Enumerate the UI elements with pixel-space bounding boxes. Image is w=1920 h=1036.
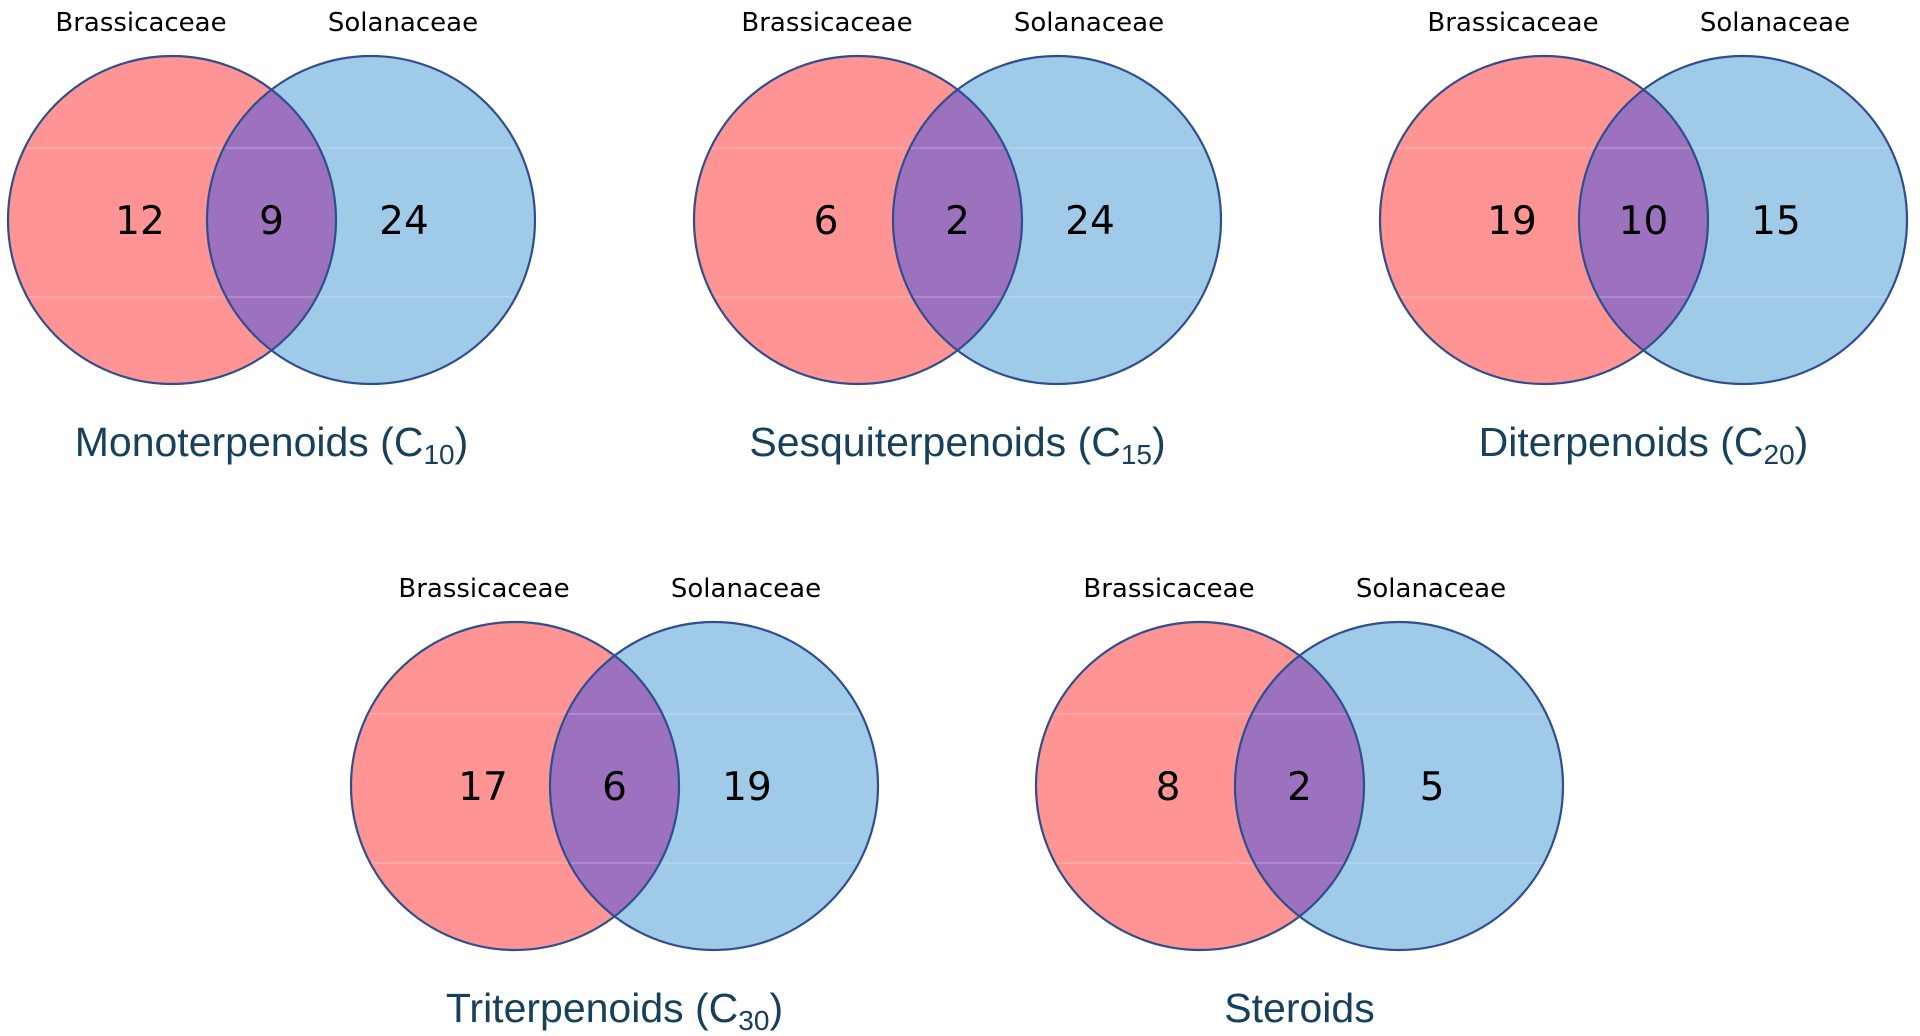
count-only-b: 19 (722, 765, 772, 810)
overlap-region (207, 56, 336, 384)
panel-title-subscript: 20 (1764, 439, 1795, 470)
overlap-region (1579, 56, 1708, 384)
panel-title: Steroids (1224, 985, 1374, 1031)
panel-title: Diterpenoids (C20) (1479, 419, 1809, 470)
panel-title-subscript: 10 (423, 439, 454, 470)
set-a-label: Brassicaceae (741, 8, 912, 38)
panel-title: Sesquiterpenoids (C15) (749, 419, 1165, 470)
count-only-a: 8 (1156, 765, 1181, 810)
set-a-outline (6, 54, 338, 386)
set-b-outline (891, 54, 1223, 386)
set-a-outline (349, 620, 681, 952)
panel-title-suffix: ) (455, 419, 469, 465)
panel-title-main: Diterpenoids (C (1479, 419, 1764, 465)
set-b-outline (205, 54, 537, 386)
count-only-a: 6 (814, 199, 839, 244)
count-overlap: 6 (602, 765, 627, 810)
venn-panel: Brassicaceae Solanaceae 19 10 15 Diterpenoids… (1378, 8, 1909, 470)
set-a-label: Brassicaceae (398, 574, 569, 604)
panel-title-main: Monoterpenoids (C (75, 419, 424, 465)
set-b-label: Solanaceae (671, 574, 821, 604)
set-a-label: Brassicaceae (1427, 8, 1598, 38)
set-a-outline (1034, 620, 1366, 952)
count-only-b: 5 (1420, 765, 1445, 810)
venn-panel: Brassicaceae Solanaceae 6 2 24 Sesquiterpenoi… (692, 8, 1223, 470)
set-b-outline (1577, 54, 1909, 386)
overlap-region (1235, 622, 1364, 950)
overlap-region (550, 622, 679, 950)
overlap-region (893, 56, 1022, 384)
count-overlap: 2 (1287, 765, 1312, 810)
panel-title-subscript: 15 (1121, 439, 1152, 470)
count-only-b: 15 (1751, 199, 1801, 244)
set-a-outline (692, 54, 1024, 386)
set-a-label: Brassicaceae (1083, 574, 1254, 604)
count-only-a: 19 (1487, 199, 1537, 244)
set-b-label: Solanaceae (1356, 574, 1506, 604)
panel-title-main: Steroids (1224, 985, 1374, 1031)
count-only-a: 12 (115, 199, 165, 244)
set-b-label: Solanaceae (1014, 8, 1164, 38)
set-a-outline (1378, 54, 1710, 386)
panel-title-suffix: ) (1152, 419, 1166, 465)
count-overlap: 2 (945, 199, 970, 244)
count-only-b: 24 (379, 199, 429, 244)
panel-title-main: Triterpenoids (C (446, 985, 738, 1031)
panel-title: Monoterpenoids (C10) (75, 419, 469, 470)
set-b-label: Solanaceae (328, 8, 478, 38)
set-a-label: Brassicaceae (55, 8, 226, 38)
set-b-outline (548, 620, 880, 952)
set-b-label: Solanaceae (1700, 8, 1850, 38)
venn-panel: Brassicaceae Solanaceae 12 9 24 Monoterpenoid… (6, 8, 537, 470)
panel-title-suffix: ) (1795, 419, 1809, 465)
venn-panel: Brassicaceae Solanaceae 8 2 5 Steroids (1034, 574, 1565, 1031)
count-only-a: 17 (458, 765, 508, 810)
panel-title-main: Sesquiterpenoids (C (749, 419, 1120, 465)
count-overlap: 10 (1619, 199, 1669, 244)
panel-title: Triterpenoids (C30) (446, 985, 783, 1036)
count-only-b: 24 (1065, 199, 1115, 244)
set-b-outline (1233, 620, 1565, 952)
panel-title-suffix: ) (769, 985, 783, 1031)
count-overlap: 9 (259, 199, 284, 244)
venn-panel: Brassicaceae Solanaceae 17 6 19 Triterpenoids… (349, 574, 880, 1036)
panel-title-subscript: 30 (738, 1005, 769, 1036)
